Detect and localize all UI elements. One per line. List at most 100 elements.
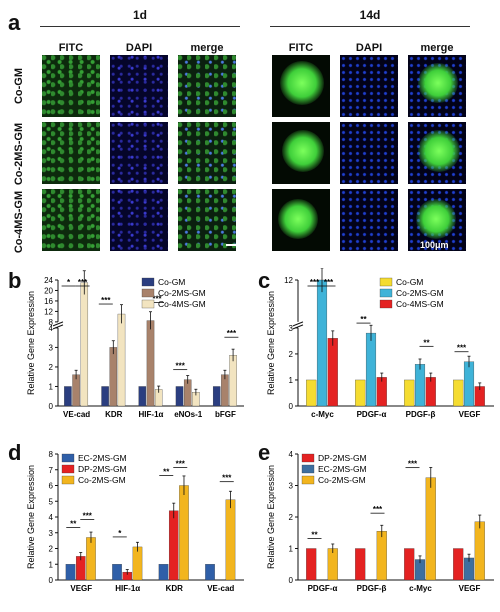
bar (65, 564, 76, 581)
legend-label: Co-4MS-GM (158, 299, 206, 309)
bar (205, 564, 215, 581)
y-axis-title: Relative Gene Expression (26, 291, 36, 395)
legend-label: EC-2MS-GM (318, 464, 367, 474)
legend-swatch (61, 453, 75, 463)
col-dapi-1d: DAPI (125, 42, 153, 54)
micrograph-1d-co-2ms-fitc (42, 122, 100, 184)
row-label-co-4ms-gm: Co-4MS-GM (13, 190, 25, 254)
bar (414, 364, 426, 407)
y-tick-label: 2 (49, 363, 54, 372)
bar (474, 521, 485, 581)
y-tick-label: 6 (49, 482, 54, 491)
y-tick-label: 3 (49, 343, 54, 352)
y-tick-label: 1 (289, 376, 294, 385)
legend-label: Co-2MS-GM (78, 475, 126, 485)
bar (64, 386, 72, 407)
day14-rule (270, 26, 470, 27)
x-tick-label: PDGF-β (406, 410, 436, 419)
y-axis-title: Relative Gene Expression (26, 465, 36, 569)
bar (175, 386, 184, 407)
panel-b-label: b (8, 268, 22, 293)
significance-mark: *** (408, 460, 418, 469)
x-tick-label: KDR (166, 584, 184, 593)
bar (306, 379, 317, 407)
y-tick-label: 8 (49, 450, 54, 459)
day14-header: 14d (359, 8, 381, 22)
micrograph-14d-co-4ms-dapi (340, 189, 398, 251)
bar (221, 374, 229, 407)
x-tick-label: HIF-1α (139, 410, 164, 419)
y-tick-label: 1 (49, 560, 54, 569)
y-tick-label: 20 (44, 286, 53, 295)
significance-mark: *** (227, 329, 237, 338)
x-tick-label: c-Myc (311, 410, 334, 419)
bar (306, 548, 317, 581)
panel-d-label: d (8, 440, 22, 465)
y-tick-label: 1 (289, 545, 294, 554)
row-label-co-2ms-gm: Co-2MS-GM (13, 122, 25, 186)
y-tick-label: 0 (49, 576, 54, 585)
col-fitc-14d: FITC (288, 42, 314, 54)
legend-label: Co-2MS-GM (318, 475, 366, 485)
y-axis-title: Relative Gene Expression (266, 465, 276, 569)
y-tick-label: 8 (49, 318, 54, 327)
significance-mark: *** (101, 296, 111, 305)
legend-label: Co-2MS-GM (396, 288, 444, 298)
chart-e: 0 1 2 3 4 Relative Gene Expression PDGF-α PDGF-… (266, 450, 494, 593)
micrograph-1d-co-4ms-dapi (110, 189, 168, 251)
significance-mark: ** (423, 338, 430, 347)
day1-rule (40, 26, 240, 27)
micrograph-14d-co-gm-dapi (340, 55, 398, 117)
micrograph-14d-co-2ms-dapi (340, 122, 398, 184)
bar (212, 386, 221, 407)
bar (404, 379, 415, 407)
axis-break-mark (292, 321, 304, 327)
bar (80, 282, 89, 407)
bar (316, 279, 328, 407)
significance-mark: *** (457, 344, 467, 353)
axis-break-mask (54, 321, 62, 328)
bar (132, 546, 143, 581)
y-tick-label: 7 (49, 466, 54, 475)
y-tick-label: 12 (284, 276, 293, 285)
legend-label: DP-2MS-GM (318, 453, 367, 463)
bar (355, 379, 366, 407)
legend-label: DP-2MS-GM (78, 464, 127, 474)
axis-break-mark (52, 321, 64, 327)
micrograph-1d-co-4ms-merge (178, 189, 236, 251)
y-tick-label: 3 (289, 324, 294, 333)
col-dapi-14d: DAPI (355, 42, 383, 54)
y-axis-title: Relative Gene Expression (266, 291, 276, 395)
bar (112, 564, 122, 581)
y-tick-label: 4 (289, 450, 294, 459)
significance-mark: *** (152, 295, 162, 304)
significance-mark: * (67, 278, 71, 287)
legend-label: EC-2MS-GM (78, 453, 127, 463)
y-tick-label: 2 (289, 350, 294, 359)
x-tick-label: eNOs-1 (174, 410, 203, 419)
x-tick-label: VE-cad (207, 584, 234, 593)
legend-swatch (379, 277, 393, 287)
micrograph-14d-co-gm-merge (408, 55, 466, 117)
bar (425, 477, 436, 581)
legend-label: Co-2MS-GM (158, 288, 206, 298)
bar (453, 379, 464, 407)
bar (158, 564, 169, 581)
axis-break-mask (294, 321, 302, 328)
micrograph-1d-co-4ms-fitc (42, 189, 100, 251)
bar (109, 347, 118, 407)
legend-swatch (61, 475, 75, 485)
x-tick-label: VEGF (459, 584, 481, 593)
bar (376, 531, 387, 581)
bar (146, 320, 155, 407)
significance-mark: * (118, 529, 122, 538)
y-tick-label: 3 (49, 529, 54, 538)
legend-swatch (61, 464, 75, 474)
y-tick-label: 2 (289, 513, 294, 522)
x-tick-label: PDGF-α (308, 584, 338, 593)
x-tick-label: VE-cad (63, 410, 90, 419)
significance-mark: *** (222, 474, 232, 483)
axis-break-mark (292, 324, 304, 330)
